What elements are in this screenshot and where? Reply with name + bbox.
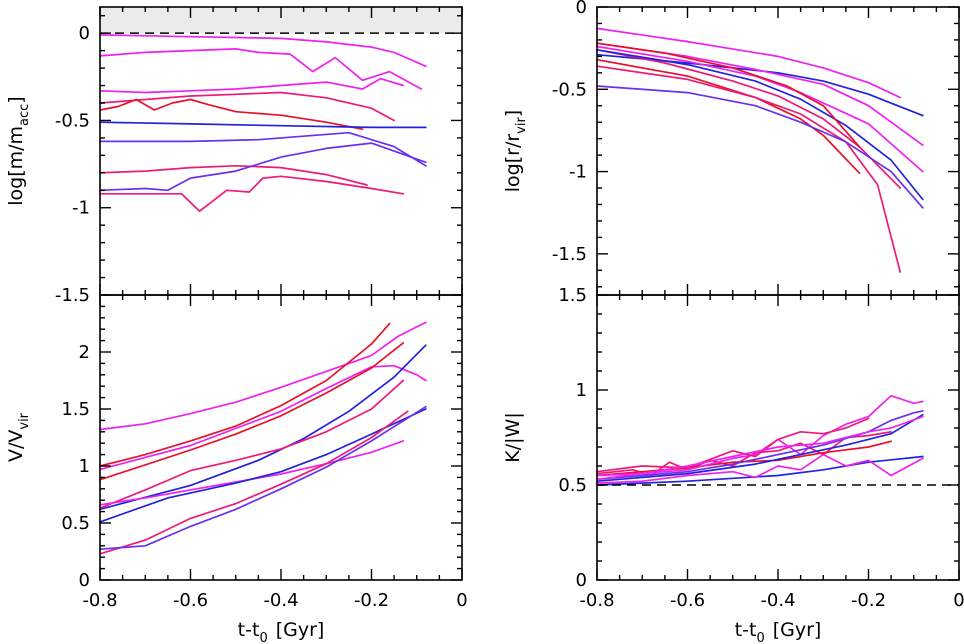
series-line-9	[596, 415, 924, 481]
series-line-4	[99, 342, 405, 481]
series-line-4	[596, 58, 861, 175]
x-axis-label: t-t0 [Gyr]	[735, 619, 822, 644]
series-line-6	[596, 65, 902, 273]
y-tick-label: -0.5	[552, 79, 587, 100]
y-axis-label-sub: acc	[17, 104, 32, 126]
y-tick-label: 0.5	[61, 513, 90, 534]
series-line-5	[99, 98, 364, 131]
y-axis-label: log[m/macc]	[5, 96, 32, 205]
x-tick-label: -0.8	[82, 590, 117, 611]
y-axis-label: K/|W|	[502, 412, 524, 462]
x-tick-label: 0	[953, 590, 964, 611]
x-axis-label-sub: 0	[756, 631, 764, 644]
y-axis-label: log[r/rvir]	[502, 110, 529, 192]
x-axis-label-main: t-t	[735, 619, 757, 641]
panel-bottom-left: 00.511.52-0.8 -0.6 -0.4 -0.2 0t-t0 [Gyr]V/Vvi…	[5, 294, 468, 644]
series-line-3	[99, 322, 391, 467]
y-tick-label: 2	[79, 342, 90, 363]
y-tick-label: 0	[576, 570, 587, 591]
series-line-6	[596, 410, 924, 481]
series-line-4	[99, 91, 395, 122]
y-tick-label: -1	[569, 162, 587, 183]
series-line-8	[99, 164, 368, 186]
series-line-8	[596, 417, 870, 473]
x-tick-label: -0.8	[579, 590, 614, 611]
series-line-2	[99, 364, 427, 471]
x-axis-label-main: t-t	[238, 619, 260, 641]
y-axis-label-end: ]	[5, 96, 27, 103]
series-line-9	[99, 142, 427, 192]
series-line-6	[99, 121, 427, 129]
x-tick-label: -0.2	[354, 590, 389, 611]
plot-frame	[99, 6, 463, 296]
plot-frame	[99, 294, 463, 581]
y-tick-label: 1	[79, 456, 90, 477]
series-line-6	[99, 379, 405, 510]
series-line-8	[99, 408, 427, 523]
y-axis-label: V/Vvir	[5, 412, 32, 462]
y-tick-label: 0	[79, 570, 90, 591]
series-line-10	[99, 175, 405, 213]
y-tick-label: 0	[576, 0, 587, 18]
series-line-10	[596, 42, 861, 148]
y-axis-label-sub: vir	[514, 117, 529, 134]
y-tick-label: -1	[72, 198, 90, 219]
x-tick-label: -0.4	[263, 590, 298, 611]
y-axis-label-sub: vir	[17, 412, 32, 429]
x-axis-label-unit: [Gyr]	[276, 619, 325, 641]
y-tick-label: 1.5	[61, 399, 90, 420]
x-tick-label: -0.2	[851, 590, 886, 611]
panel-top-right: 0 -0.5 -1 -1.5 log[r/rvir]	[502, 0, 960, 296]
x-tick-label: -0.4	[760, 590, 795, 611]
series-line-9	[99, 410, 409, 555]
x-tick-label: -0.6	[670, 590, 705, 611]
y-axis-label-main: K/|W|	[502, 412, 524, 462]
y-tick-label: -1.5	[55, 285, 90, 306]
x-axis-label-unit: [Gyr]	[773, 619, 822, 641]
x-tick-label: -0.6	[173, 590, 208, 611]
series-line-5	[99, 344, 427, 511]
series-line-3	[99, 77, 405, 94]
series-line-7	[596, 45, 924, 173]
y-tick-label: 0.5	[558, 475, 587, 496]
series-line-7	[596, 413, 924, 483]
series-line-2	[99, 48, 423, 90]
y-tick-label: 1.5	[558, 285, 587, 306]
plot-frame	[596, 6, 960, 296]
x-axis-label: t-t0 [Gyr]	[238, 619, 325, 644]
series-line-2	[596, 453, 924, 484]
panel-bottom-right: 00.511.5-0.8 -0.6 -0.4 -0.2 0t-t0 [Gyr]K/|W|	[502, 285, 964, 644]
series-line-7	[99, 131, 427, 167]
x-tick-label: 0	[456, 590, 467, 611]
y-tick-label: -1.5	[552, 244, 587, 265]
y-tick-label: 0	[79, 23, 90, 44]
series-line-1	[99, 321, 427, 431]
series-line-4	[596, 440, 892, 477]
y-tick-label: -0.5	[55, 110, 90, 131]
series-line-8	[596, 85, 924, 209]
series-line-7	[99, 440, 405, 506]
y-axis-label-main: log[m/m	[5, 126, 27, 206]
y-tick-label: 1	[576, 380, 587, 401]
series-line-10	[99, 405, 427, 551]
y-axis-label-main: log[r/r	[502, 134, 524, 193]
x-axis-label-sub: 0	[259, 631, 267, 644]
y-axis-label-end: ]	[502, 110, 524, 117]
series-line-1	[596, 455, 924, 486]
series-line-1	[99, 34, 427, 68]
plot-frame	[596, 294, 960, 581]
series-line-1	[596, 27, 902, 99]
series-line-9	[596, 48, 924, 201]
y-axis-label-main: V/V	[5, 430, 27, 462]
panel-top-left: 0 -0.5 -1 -1.5 log[m/macc]	[5, 6, 463, 306]
